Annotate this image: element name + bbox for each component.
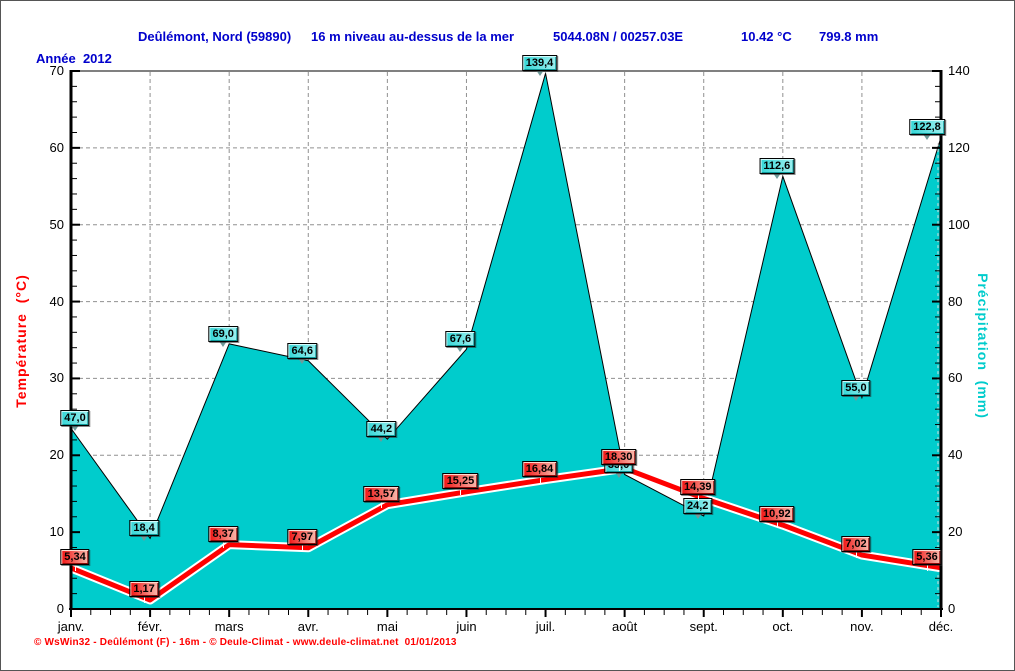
temp-label-connector — [539, 475, 541, 483]
temp-value-label: 5,34 — [60, 548, 90, 565]
temp-label-connector — [144, 596, 146, 603]
month-label: août — [611, 619, 638, 634]
mean-temperature-text: 10.42 °C — [741, 29, 792, 44]
temp-value-label: 7,02 — [841, 536, 871, 553]
left-axis-tick-label: 0 — [56, 601, 64, 616]
precip-value-label: 18,4 — [129, 520, 159, 537]
precip-label-pointer — [693, 513, 702, 519]
temp-value-label: 7,97 — [287, 528, 317, 545]
left-axis-tick-label: 60 — [49, 139, 64, 155]
precip-value-label: 112,6 — [759, 158, 795, 175]
month-label: mai — [376, 619, 398, 634]
right-axis-tick-label: 100 — [948, 216, 970, 232]
month-label: juin — [456, 619, 477, 634]
temp-label-connector — [381, 500, 383, 508]
temp-label-connector — [776, 521, 778, 529]
temp-value-label: 14,39 — [679, 479, 716, 496]
altitude-text: 16 m niveau au-dessus de la mer — [311, 29, 515, 44]
precip-value-label: 24,2 — [683, 498, 713, 514]
temp-label-connector — [223, 540, 225, 548]
month-label: janv. — [57, 619, 85, 634]
month-label: févr. — [137, 619, 163, 634]
month-label: oct. — [772, 619, 794, 634]
month-label: mars — [214, 619, 244, 634]
precip-label-pointer — [298, 357, 307, 364]
precip-value-label: 55,0 — [841, 379, 871, 396]
left-axis-tick-label: 10 — [49, 524, 64, 540]
temp-value-label: 15,25 — [442, 472, 479, 489]
temp-label-connector — [302, 543, 304, 551]
temperature-line — [70, 465, 942, 603]
month-label: avr. — [297, 619, 319, 634]
precip-value-label: 139,4 — [521, 55, 558, 72]
temp-value-label: 5,36 — [912, 548, 942, 565]
temp-value-label: 18,30 — [600, 449, 637, 466]
precip-label-pointer — [140, 535, 149, 542]
right-axis-tick-label: 0 — [948, 601, 956, 616]
right-axis-title: Précipitation (mm) — [975, 273, 991, 419]
left-axis-tick-label: 30 — [49, 370, 64, 386]
year-label: Année 2012 — [36, 51, 112, 66]
precip-label-pointer — [377, 436, 386, 443]
total-precipitation-text: 799.8 mm — [819, 29, 879, 44]
left-axis-tick-label: 70 — [49, 63, 64, 78]
copyright-text: © WsWin32 - Deûlémont (F) - 16m - © Deul… — [34, 637, 457, 648]
temp-label-connector — [460, 487, 462, 495]
precip-label-pointer — [614, 471, 623, 478]
right-axis-tick-label: 40 — [948, 447, 963, 463]
precip-label-pointer — [535, 70, 544, 77]
precip-label-pointer — [851, 394, 860, 401]
temp-label-connector — [697, 494, 699, 502]
precip-label-pointer — [71, 425, 79, 432]
temp-value-label: 13,57 — [363, 485, 400, 502]
temp-label-connector — [927, 563, 928, 571]
coordinates-text: 5044.08N / 00257.03E — [553, 29, 684, 44]
left-axis-tick-label: 40 — [49, 293, 64, 309]
left-axis-title: Température (°C) — [13, 274, 29, 408]
precip-value-label: 44,2 — [366, 421, 397, 438]
month-label: nov. — [850, 619, 874, 634]
precip-value-label: 69,0 — [208, 325, 238, 342]
month-label: déc. — [928, 619, 954, 634]
right-axis-tick-label: 60 — [948, 370, 963, 386]
temp-value-label: 8,37 — [208, 525, 238, 542]
chart-header: Deûlémont, Nord (59890) 16 m niveau au-d… — [1, 1, 1014, 47]
left-axis-tick-label: 20 — [49, 447, 64, 463]
precip-label-pointer — [923, 134, 931, 141]
precip-label-pointer — [456, 346, 465, 353]
precip-value-label: 47,0 — [60, 410, 90, 427]
temp-label-connector — [75, 563, 76, 571]
precip-label-pointer — [772, 173, 781, 180]
temp-label-connector — [855, 551, 857, 559]
left-axis-tick-label: 50 — [49, 216, 64, 232]
right-axis-tick-label: 120 — [948, 139, 970, 155]
temp-label-connector — [618, 464, 620, 472]
right-axis-tick-label: 20 — [948, 524, 963, 540]
precip-label-pointer — [219, 340, 228, 347]
right-axis-tick-label: 80 — [948, 293, 963, 309]
precip-value-label: 67,6 — [445, 331, 476, 348]
month-label: sept. — [689, 619, 718, 634]
temp-value-label: 10,92 — [759, 506, 795, 523]
precip-value-label: 122,8 — [909, 119, 945, 136]
precip-value-label: 64,6 — [287, 342, 317, 359]
station-name: Deûlémont, Nord (59890) — [138, 29, 292, 44]
right-axis-tick-label: 140 — [948, 63, 970, 78]
temp-value-label: 16,84 — [521, 460, 558, 477]
temp-value-label: 1,17 — [129, 581, 159, 597]
month-label: juil. — [535, 619, 556, 634]
